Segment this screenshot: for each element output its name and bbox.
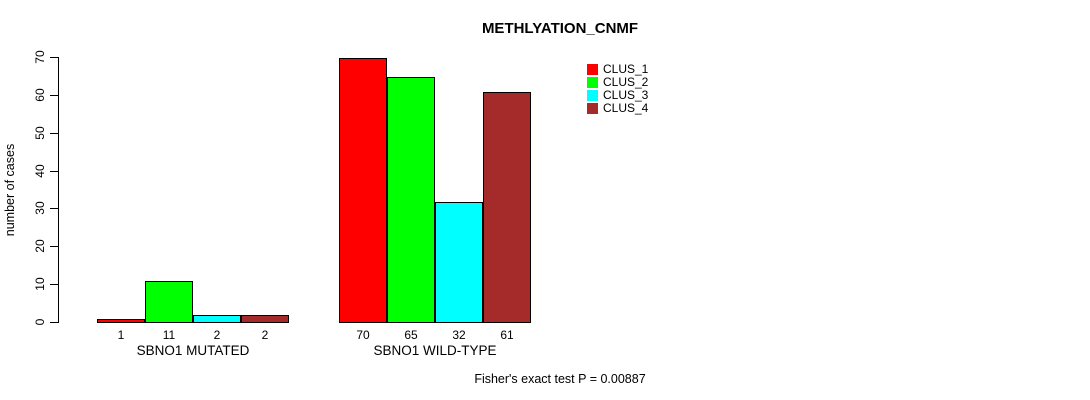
legend-item-clus2: CLUS_2 <box>587 76 648 88</box>
chart-title: METHLYATION_CNMF <box>481 20 639 37</box>
bar-value-label: 2 <box>213 328 221 342</box>
y-tick-label: 40 <box>33 164 47 178</box>
y-tick-label: 10 <box>33 277 47 291</box>
legend-label: CLUS_2 <box>603 75 649 89</box>
bar-value-label: 2 <box>261 328 269 342</box>
fisher-test-annotation: Fisher's exact test P = 0.00887 <box>474 372 646 386</box>
y-tick-label: 60 <box>33 88 47 102</box>
bar-clus2-wildtype <box>387 77 435 323</box>
bar-clus4-mutated <box>241 315 289 323</box>
bar-value-label: 32 <box>452 328 466 342</box>
y-tick-label: 50 <box>33 126 47 140</box>
y-tick-mark <box>50 95 58 96</box>
y-tick-mark <box>50 246 58 247</box>
legend-swatch-clus2 <box>587 76 598 88</box>
legend-item-clus1: CLUS_1 <box>587 63 648 75</box>
y-axis-line <box>58 57 59 323</box>
legend-item-clus4: CLUS_4 <box>587 102 648 114</box>
y-tick-mark <box>50 322 58 323</box>
legend-label: CLUS_4 <box>603 101 649 115</box>
legend: CLUS_1 CLUS_2 CLUS_3 CLUS_4 <box>587 63 648 114</box>
bar-clus3-wildtype <box>435 202 483 323</box>
legend-label: CLUS_3 <box>603 88 649 102</box>
bar-value-label: 65 <box>404 328 418 342</box>
y-axis-title: number of cases <box>3 143 17 237</box>
legend-item-clus3: CLUS_3 <box>587 89 648 101</box>
bar-clus1-mutated <box>97 319 145 323</box>
group-label-mutated: SBNO1 MUTATED <box>136 343 250 358</box>
y-tick-label: 0 <box>33 318 47 326</box>
bar-value-label: 70 <box>356 328 370 342</box>
legend-swatch-clus1 <box>587 63 598 75</box>
y-tick-label: 30 <box>33 201 47 215</box>
legend-swatch-clus4 <box>587 102 598 114</box>
bar-clus3-mutated <box>193 315 241 323</box>
group-label-wildtype: SBNO1 WILD-TYPE <box>373 343 497 358</box>
bar-value-label: 1 <box>117 328 125 342</box>
bar-clus1-wildtype <box>339 58 387 323</box>
y-tick-label: 20 <box>33 239 47 253</box>
y-tick-mark <box>50 57 58 58</box>
bar-clus4-wildtype <box>483 92 531 323</box>
bar-value-label: 61 <box>500 328 514 342</box>
y-tick-mark <box>50 208 58 209</box>
legend-label: CLUS_1 <box>603 62 649 76</box>
y-tick-label: 70 <box>33 50 47 64</box>
y-tick-mark <box>50 133 58 134</box>
bar-clus2-mutated <box>145 281 193 323</box>
y-tick-mark <box>50 171 58 172</box>
legend-swatch-clus3 <box>587 89 598 101</box>
bar-value-label: 11 <box>162 328 176 342</box>
y-tick-mark <box>50 284 58 285</box>
